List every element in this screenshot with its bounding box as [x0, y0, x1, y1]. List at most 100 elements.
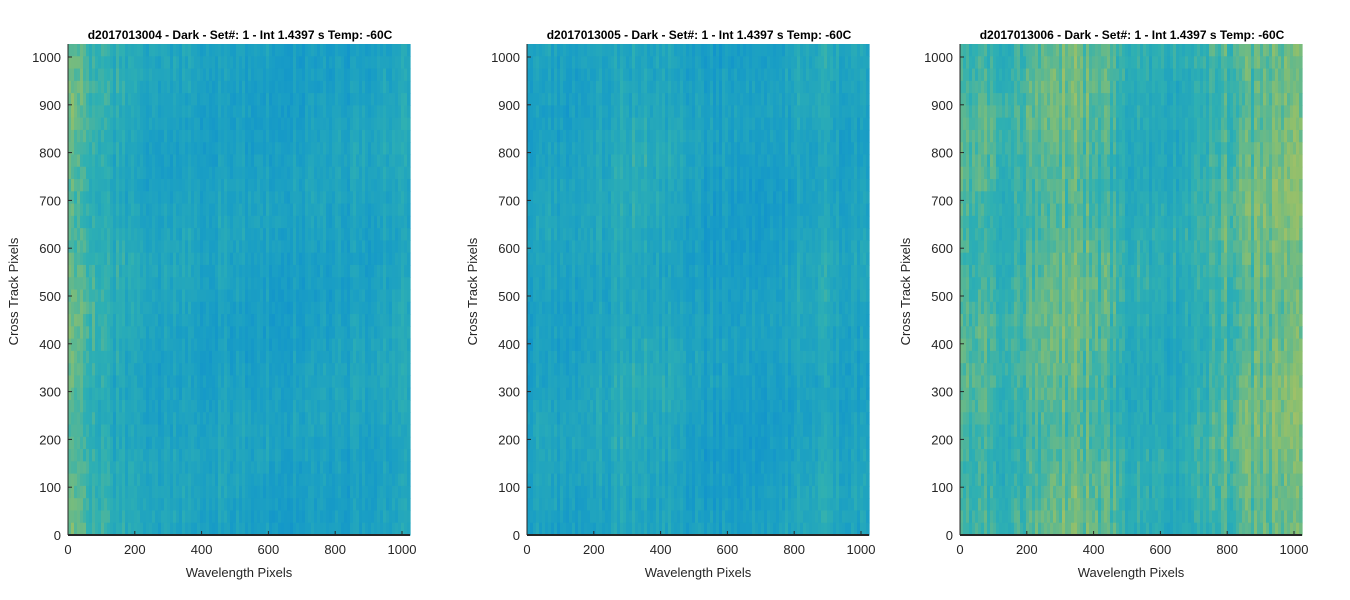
heatmap-cell	[77, 105, 81, 119]
heatmap-cell	[239, 179, 243, 192]
heatmap-cell	[203, 314, 207, 327]
heatmap-cell	[227, 252, 231, 266]
heatmap-cell	[248, 142, 252, 156]
heatmap-cell	[131, 203, 135, 217]
heatmap-cell	[299, 301, 303, 315]
heatmap-cell	[317, 387, 321, 401]
heatmap-cell	[209, 93, 213, 106]
heatmap-cell	[251, 363, 255, 377]
heatmap-cell	[329, 277, 333, 291]
heatmap-cell	[137, 436, 141, 450]
heatmap-cell	[110, 142, 114, 156]
heatmap-cell	[251, 240, 255, 254]
heatmap-cell	[296, 179, 300, 192]
heatmap-cell	[119, 314, 123, 327]
heatmap-cell	[230, 412, 234, 426]
heatmap-cell	[179, 240, 183, 254]
heatmap-cell	[254, 93, 258, 106]
heatmap-cell	[80, 498, 84, 512]
heatmap-cell	[149, 522, 153, 536]
heatmap-cell	[218, 363, 222, 377]
heatmap-cell	[110, 498, 114, 512]
heatmap-cell	[200, 93, 204, 106]
heatmap-cell	[272, 228, 276, 242]
heatmap-cell	[92, 375, 96, 389]
heatmap-cell	[221, 264, 225, 278]
heatmap-cell	[122, 252, 126, 266]
heatmap-cell	[89, 436, 93, 450]
heatmap-cell	[305, 338, 309, 352]
heatmap-cell	[158, 289, 162, 303]
heatmap-cell	[233, 338, 237, 352]
heatmap-cell	[230, 277, 234, 291]
heatmap-cell	[203, 375, 207, 389]
heatmap-cell	[323, 436, 327, 450]
heatmap-cell	[260, 510, 264, 524]
heatmap-cell	[272, 338, 276, 352]
heatmap-cell	[209, 522, 213, 536]
heatmap-cell	[320, 166, 324, 180]
heatmap-cell	[137, 326, 141, 340]
heatmap-cell	[80, 436, 84, 450]
heatmap-cell	[245, 461, 249, 475]
heatmap-cell	[329, 485, 333, 499]
heatmap-cell	[242, 252, 246, 266]
heatmap-cell	[338, 461, 342, 475]
heatmap-cell	[224, 179, 228, 192]
heatmap-cell	[143, 80, 147, 94]
heatmap-cell	[275, 277, 279, 291]
heatmap-cell	[167, 399, 171, 413]
heatmap-cell	[281, 301, 285, 315]
heatmap-cell	[74, 240, 78, 254]
heatmap-cell	[143, 485, 147, 499]
heatmap-cell	[74, 424, 78, 438]
heatmap-cell	[314, 93, 318, 106]
heatmap-cell	[170, 44, 174, 57]
heatmap-cell	[113, 424, 117, 438]
heatmap-cell	[257, 277, 261, 291]
heatmap-cell	[134, 350, 138, 364]
heatmap-cell	[128, 326, 132, 340]
heatmap-panel-1: d2017013004 - Dark - Set#: 1 - Int 1.439…	[6, 28, 416, 580]
heatmap-cell	[263, 93, 267, 106]
heatmap-cell	[119, 240, 123, 254]
heatmap-cell	[158, 105, 162, 119]
heatmap-cell	[287, 191, 291, 205]
heatmap-cell	[236, 510, 240, 524]
heatmap-cell	[128, 56, 132, 70]
heatmap-cell	[281, 338, 285, 352]
heatmap-cell	[230, 314, 234, 327]
heatmap-cell	[218, 485, 222, 499]
heatmap-cell	[119, 203, 123, 217]
heatmap-cell	[239, 228, 243, 242]
heatmap-cell	[203, 350, 207, 364]
heatmap-cell	[188, 350, 192, 364]
heatmap-cell	[260, 105, 264, 119]
heatmap-cell	[212, 44, 216, 57]
heatmap-cell	[323, 485, 327, 499]
heatmap-cell	[107, 240, 111, 254]
heatmap-cell	[104, 154, 108, 168]
heatmap-cell	[263, 510, 267, 524]
heatmap-cell	[86, 93, 90, 106]
heatmap-cell	[266, 510, 270, 524]
heatmap-cell	[104, 449, 108, 462]
heatmap-cell	[101, 485, 105, 499]
heatmap-cell	[317, 277, 321, 291]
heatmap-cell	[263, 179, 267, 192]
heatmap-cell	[266, 203, 270, 217]
heatmap-cell	[122, 289, 126, 303]
heatmap-cell	[239, 449, 243, 462]
heatmap-cell	[326, 166, 330, 180]
heatmap-cell	[344, 117, 348, 131]
heatmap-cell	[281, 154, 285, 168]
heatmap-cell	[128, 363, 132, 377]
heatmap-cell	[281, 56, 285, 70]
heatmap-cell	[104, 424, 108, 438]
heatmap-cell	[92, 301, 96, 315]
heatmap-cell	[311, 166, 315, 180]
heatmap-cell	[149, 412, 153, 426]
heatmap-cell	[290, 191, 294, 205]
heatmap-cell	[191, 399, 195, 413]
heatmap-cell	[266, 252, 270, 266]
